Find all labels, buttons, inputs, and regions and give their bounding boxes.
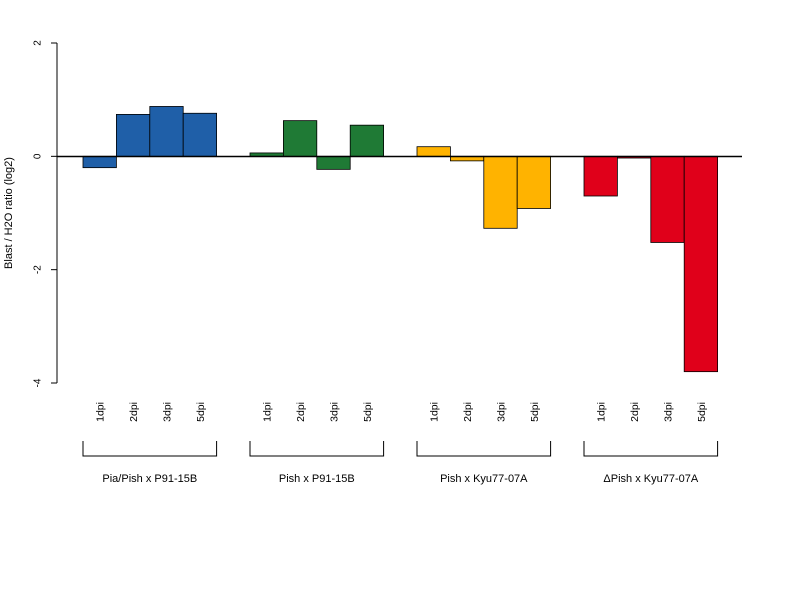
bar-0-3 xyxy=(182,112,217,157)
x-tick-label: 5dpi xyxy=(696,402,708,422)
x-tick-label: 2dpi xyxy=(128,402,140,422)
group-label: Pish x P91-15B xyxy=(279,473,355,485)
y-axis-label: Blast / H2O ratio (log2) xyxy=(3,157,15,269)
x-tick-label: 5dpi xyxy=(362,402,374,422)
bar-3-3 xyxy=(683,155,719,373)
x-tick-label: 3dpi xyxy=(496,402,508,422)
group-label: Pia/Pish x P91-15B xyxy=(102,473,197,485)
group-brackets: Pia/Pish x P91-15B Pish x P91-15B Pish x K… xyxy=(82,441,719,485)
bar-2-2 xyxy=(483,155,518,229)
bar-2-0 xyxy=(416,146,451,157)
group-label: ΔPish x Kyu77-07A xyxy=(603,473,698,485)
x-tick-label: 5dpi xyxy=(529,402,541,422)
x-tick-label: 2dpi xyxy=(629,402,641,422)
bar-0-2 xyxy=(149,106,184,157)
bars xyxy=(82,106,719,373)
bar-3-2 xyxy=(650,155,685,243)
bar-1-1 xyxy=(282,120,318,157)
y-tick-label: -2 xyxy=(33,265,44,274)
group-bracket xyxy=(416,441,552,457)
x-tick-label: 2dpi xyxy=(295,402,307,422)
y-tick-label: 2 xyxy=(33,40,44,46)
x-tick-label: 1dpi xyxy=(95,402,107,422)
bar-0-1 xyxy=(116,114,151,157)
x-tick-label: 5dpi xyxy=(195,402,207,422)
bar-0-0 xyxy=(82,155,117,169)
x-tick-labels: 1dpi 2dpi 3dpi 5dpi 1dpi 2dpi 3dpi 5dpi 1dpi 2dpi… xyxy=(95,402,708,422)
group-bracket xyxy=(583,441,719,457)
bar-3-0 xyxy=(583,155,618,197)
group-bracket xyxy=(249,441,385,457)
x-tick-label: 2dpi xyxy=(462,402,474,422)
group-bracket xyxy=(82,441,218,457)
x-tick-label: 1dpi xyxy=(262,402,274,422)
bar-2-3 xyxy=(516,155,552,209)
x-tick-label: 3dpi xyxy=(663,402,675,422)
y-tick-label: -4 xyxy=(33,378,44,387)
x-tick-label: 1dpi xyxy=(596,402,608,422)
y-axis: 2 0 -2 -4 Blast / H2O ratio (log2) xyxy=(3,40,58,387)
x-tick-label: 3dpi xyxy=(162,402,174,422)
x-tick-label: 3dpi xyxy=(329,402,341,422)
bar-1-2 xyxy=(316,155,351,170)
x-tick-label: 1dpi xyxy=(429,402,441,422)
y-tick-label: 0 xyxy=(33,153,44,159)
group-label: Pish x Kyu77-07A xyxy=(440,473,528,485)
bar-1-3 xyxy=(349,124,385,157)
